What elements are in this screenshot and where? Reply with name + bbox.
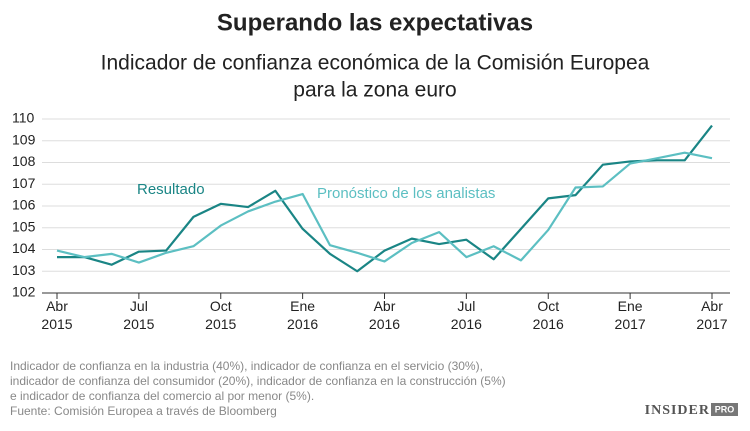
x-tick-label: Ene 2016 xyxy=(287,298,318,332)
series-label: Resultado xyxy=(137,181,205,198)
x-tick-label: Oct 2016 xyxy=(533,298,564,332)
y-tick-label: 110 xyxy=(12,110,35,126)
series-label: Pronóstico de los analistas xyxy=(317,185,495,202)
x-tick-label: Abr 2017 xyxy=(696,298,727,332)
y-tick-label: 103 xyxy=(12,262,36,278)
logo: INSIDER xyxy=(645,403,710,418)
x-tick-label: Oct 2015 xyxy=(205,298,236,332)
y-tick-label: 107 xyxy=(12,175,36,191)
footnote: Indicador de confianza en la industria (… xyxy=(10,359,483,373)
y-tick-label: 108 xyxy=(12,153,36,169)
chart-subtitle: Indicador de confianza económica de la C… xyxy=(101,52,650,75)
footnote: indicador de confianza del consumidor (2… xyxy=(10,374,506,388)
chart-title: Superando las expectativas xyxy=(217,9,533,36)
y-tick-label: 106 xyxy=(12,197,36,213)
source: Fuente: Comisión Europea a través de Blo… xyxy=(10,404,277,418)
y-tick-label: 105 xyxy=(12,218,36,234)
footnote: e indicador de confianza del comercio al… xyxy=(10,389,314,403)
series-line xyxy=(56,151,713,264)
x-tick-label: Abr 2015 xyxy=(41,298,72,332)
y-tick-label: 109 xyxy=(12,131,36,147)
chart-subtitle: para la zona euro xyxy=(293,79,456,102)
x-tick-label: Jul 2015 xyxy=(123,298,154,332)
x-tick-label: Abr 2016 xyxy=(369,298,400,332)
x-tick-label: Jul 2016 xyxy=(451,298,482,332)
logo-badge-text: PRO xyxy=(715,404,735,414)
y-tick-label: 104 xyxy=(12,240,36,256)
logo-badge xyxy=(711,403,738,416)
y-tick-label: 102 xyxy=(12,284,36,300)
series-line xyxy=(57,124,713,273)
x-tick-label: Ene 2017 xyxy=(615,298,646,332)
